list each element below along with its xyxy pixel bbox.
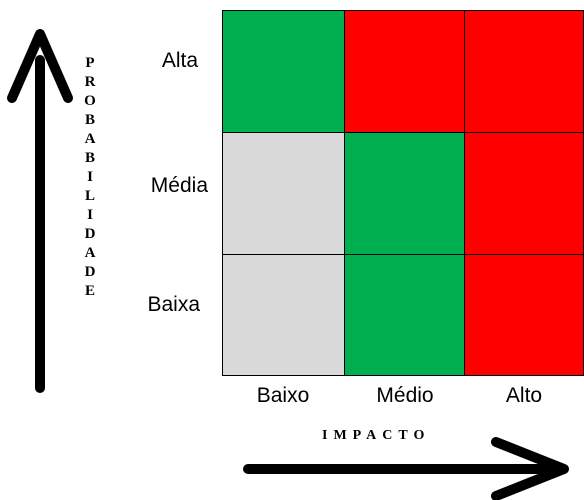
column-label-medio: Médio (376, 384, 434, 407)
column-label-baixo: Baixo (256, 384, 310, 407)
probability-title-letter: E (84, 283, 95, 299)
probability-title-letter: R (84, 74, 96, 90)
row-label-baixa: Baixa (147, 293, 200, 316)
probability-title-letter: B (84, 150, 95, 166)
probability-title-letter: A (84, 245, 96, 261)
probability-title-letter: A (84, 131, 96, 147)
row-label-media: Média (150, 174, 208, 197)
matrix-cell-baixa-baixo (222, 254, 346, 376)
probability-title-letter: I (87, 169, 93, 185)
matrix-cell-média-alto (464, 132, 584, 256)
probability-arrow-icon (7, 29, 73, 393)
matrix-cell-alta-médio (344, 10, 466, 134)
matrix-cell-baixa-médio (344, 254, 466, 376)
matrix-cell-média-baixo (222, 132, 346, 256)
row-label-alta: Alta (161, 49, 198, 72)
probability-title-letter: D (84, 226, 96, 242)
probability-title-letter: L (84, 188, 95, 204)
probability-title-letter: B (84, 112, 95, 128)
matrix-cell-alta-alto (464, 10, 584, 134)
probability-title-letter: O (84, 93, 96, 109)
column-label-alto: Alto (505, 384, 543, 407)
matrix-cell-alta-baixo (222, 10, 346, 134)
impact-arrow-icon (243, 437, 569, 500)
probability-title-letter: P (85, 55, 95, 71)
matrix-cell-baixa-alto (464, 254, 584, 376)
impact-axis-title: IMPACTO (322, 428, 431, 443)
matrix-cell-média-médio (344, 132, 466, 256)
risk-matrix (222, 10, 584, 376)
probability-title-letter: I (87, 207, 93, 223)
probability-title-letter: D (84, 264, 96, 280)
